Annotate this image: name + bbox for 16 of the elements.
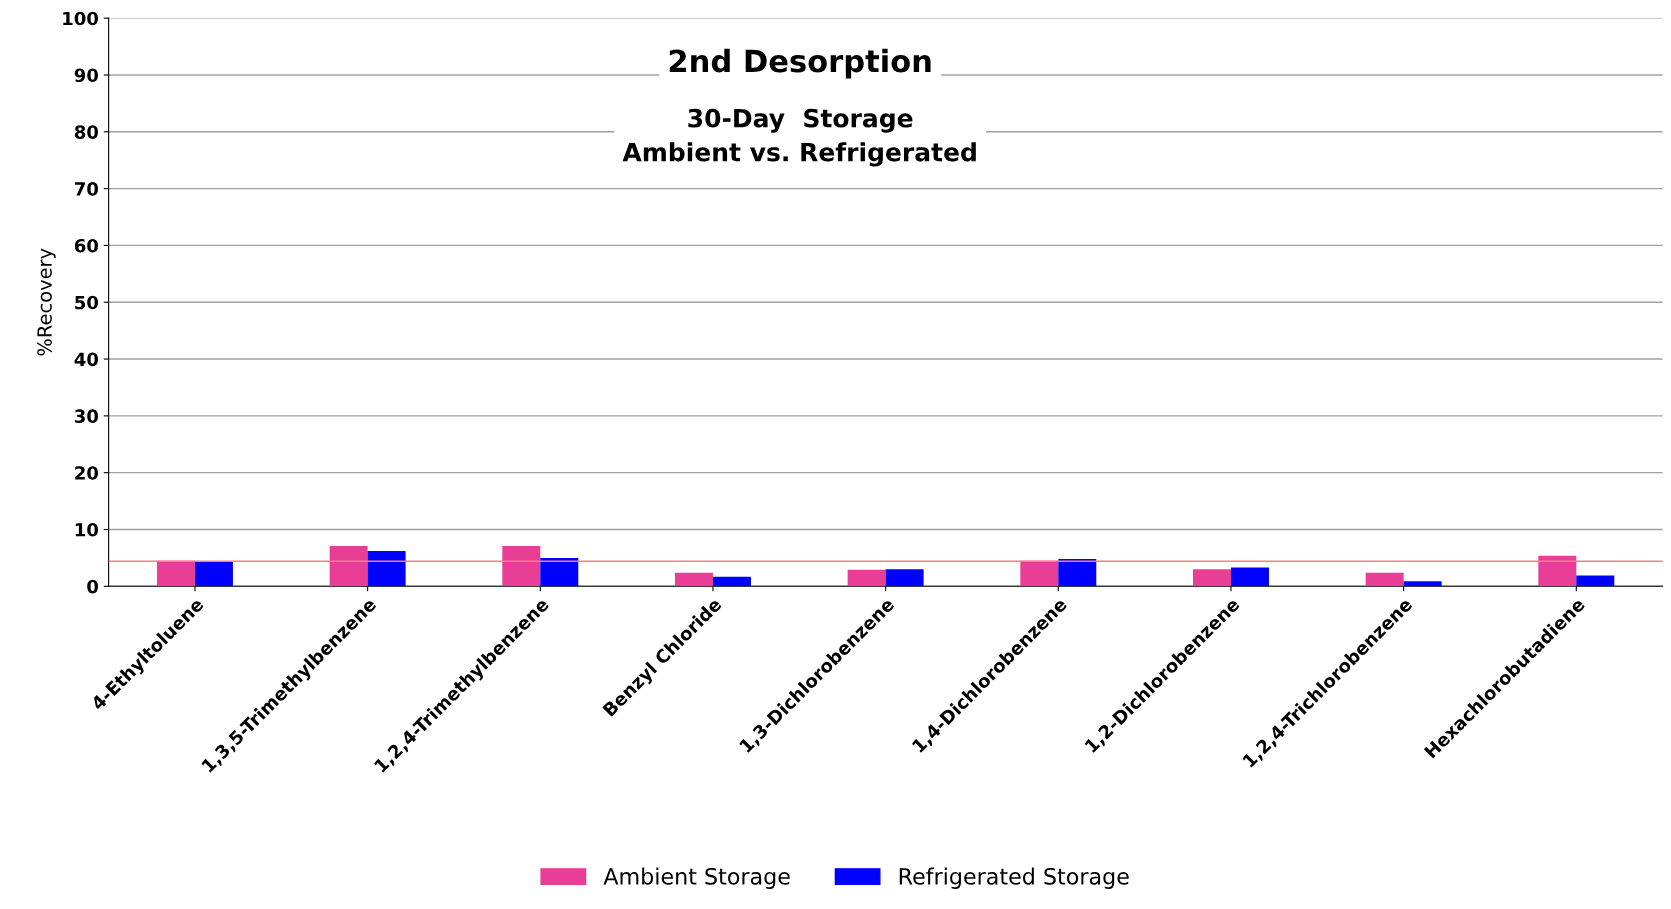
y-tick-label: 100: [63, 11, 99, 26]
y-tick-label: 70: [74, 182, 99, 196]
y-axis-title: %Recovery: [37, 248, 56, 356]
legend-label: Ambient Storage: [603, 867, 790, 889]
y-tick-label: 40: [74, 352, 99, 367]
y-tick-label: 0: [87, 579, 99, 594]
y-tick-label: 80: [74, 125, 99, 139]
legend-label: Refrigerated Storage: [899, 867, 1129, 889]
y-tick-label: 50: [75, 295, 99, 310]
text: 30-Day Storage Ambient vs. Refrigerated: [622, 108, 976, 167]
y-tick-label: 20: [75, 466, 99, 480]
y-tick-label: 90: [74, 68, 99, 83]
y-tick-label: 30: [74, 409, 99, 423]
y-tick-label: 60: [74, 238, 99, 253]
y-tick-label: 10: [75, 522, 99, 537]
text: 2nd Desorption: [669, 48, 931, 79]
